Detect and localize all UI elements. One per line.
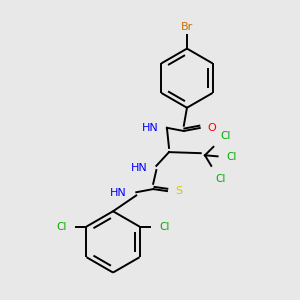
Text: Br: Br <box>181 22 193 32</box>
Text: Cl: Cl <box>216 173 226 184</box>
Text: Cl: Cl <box>226 152 236 162</box>
Text: HN: HN <box>131 163 148 173</box>
Text: Cl: Cl <box>56 222 66 232</box>
Text: Cl: Cl <box>221 131 231 141</box>
Text: O: O <box>207 123 216 133</box>
Text: S: S <box>175 186 182 196</box>
Text: HN: HN <box>110 188 127 198</box>
Text: Cl: Cl <box>160 222 170 232</box>
Text: HN: HN <box>142 123 158 133</box>
